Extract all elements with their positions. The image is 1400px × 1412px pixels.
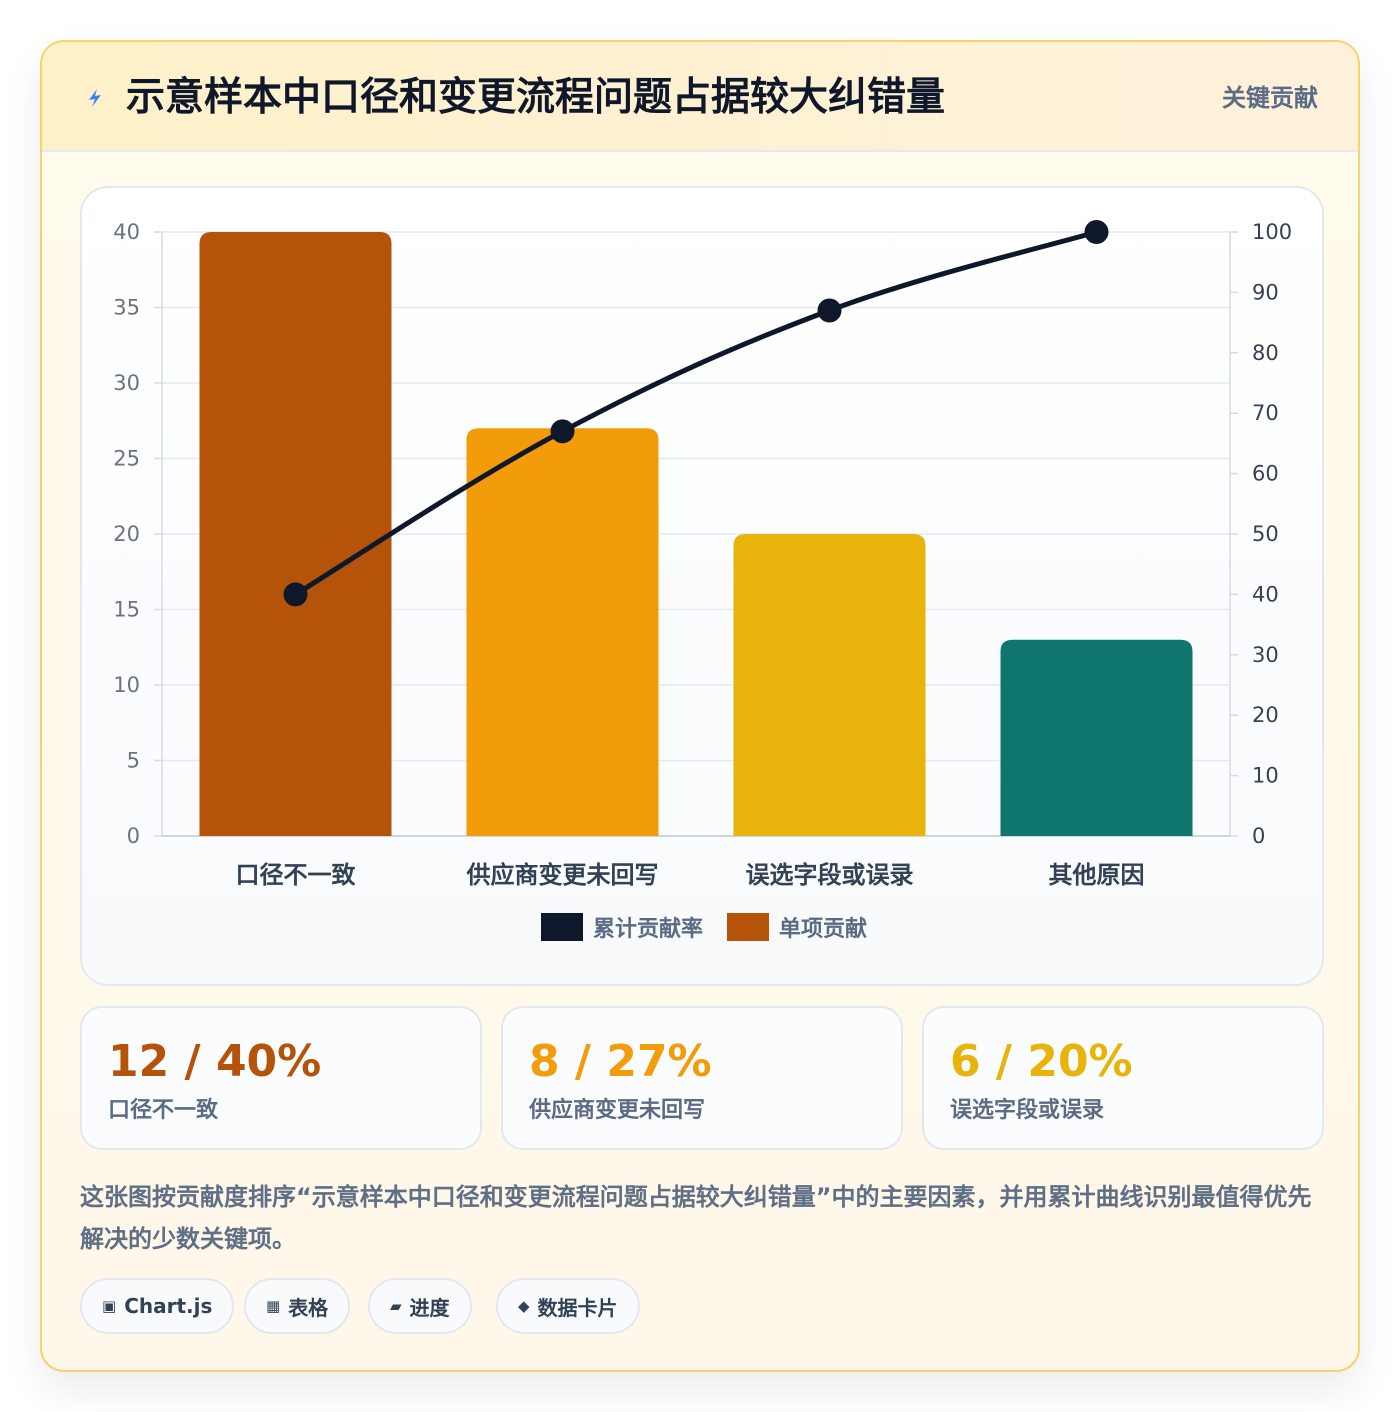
right-tick-label: 100 [1252, 220, 1292, 244]
legend-label: 单项贡献 [779, 916, 867, 942]
cumulative-point [283, 582, 308, 607]
cumulative-line [293, 229, 1099, 597]
header-tag: 关键贡献 [1222, 84, 1318, 112]
chip-label: Chart.js [124, 1294, 213, 1318]
left-tick-label: 40 [113, 220, 140, 244]
right-tick-label: 90 [1252, 280, 1279, 304]
cumulative-point [550, 419, 575, 444]
right-tick-label: 70 [1252, 401, 1279, 425]
pareto-chart: 0 5 10 15 20 25 30 35 40 0 10 20 30 40 50 60 70 80 90 100 口径… [113, 220, 1292, 942]
stat-label: 误选字段或误录 [950, 1098, 1105, 1123]
x-tick-label: 误选字段或误录 [746, 861, 914, 889]
stat-card-1: 12 / 40% 口径不一致 [80, 1006, 482, 1150]
legend-swatch [727, 913, 769, 941]
chart-icon: ▣ [102, 1297, 117, 1315]
right-tick-label: 20 [1252, 703, 1279, 727]
right-tick-label: 40 [1252, 582, 1279, 606]
chip-chartjs[interactable]: ▣ Chart.js [80, 1278, 235, 1334]
chip-progress[interactable]: ▰ 进度 [368, 1278, 472, 1334]
left-tick-label: 0 [127, 824, 140, 848]
right-tick-label: 0 [1252, 824, 1265, 848]
x-tick-label: 口径不一致 [236, 861, 357, 889]
stat-value: 8 / 27% [529, 1036, 712, 1087]
chart-panel: 0 5 10 15 20 25 30 35 40 0 10 20 30 40 50 60 70 80 90 100 口径… [80, 186, 1324, 986]
stat-card-2: 8 / 27% 供应商变更未回写 [501, 1006, 903, 1150]
x-tick-label: 供应商变更未回写 [466, 861, 659, 889]
right-tick-label: 80 [1252, 341, 1279, 365]
left-tick-label: 15 [113, 598, 140, 622]
legend-swatch [541, 913, 583, 941]
right-tick-label: 10 [1252, 764, 1279, 788]
chip-label: 数据卡片 [537, 1295, 618, 1320]
right-tick-label: 60 [1252, 462, 1279, 486]
bar [466, 428, 659, 836]
chart-title: 示意样本中口径和变更流程问题占据较大纠错量 [126, 75, 946, 120]
chart-card: 示意样本中口径和变更流程问题占据较大纠错量 关键贡献 0 5 10 15 20 25 30 3… [40, 40, 1360, 1372]
data-card-icon: ◆ [518, 1297, 530, 1315]
chart-description: 这张图按贡献度排序“示意样本中口径和变更流程问题占据较大纠错量”中的主要因素，并… [80, 1183, 1312, 1253]
card-header: 示意样本中口径和变更流程问题占据较大纠错量 关键贡献 [42, 42, 1358, 152]
x-tick-label: 其他原因 [1049, 861, 1145, 889]
right-tick-label: 50 [1252, 522, 1279, 546]
stat-value: 12 / 40% [108, 1036, 322, 1087]
right-tick-label: 30 [1252, 643, 1279, 667]
stat-label: 口径不一致 [108, 1098, 219, 1123]
left-tick-label: 25 [113, 447, 140, 471]
progress-icon: ▰ [390, 1297, 402, 1315]
stat-card-3: 6 / 20% 误选字段或误录 [922, 1006, 1324, 1150]
lightning-icon [89, 89, 101, 107]
chip-data-card[interactable]: ◆ 数据卡片 [496, 1278, 640, 1334]
bar [733, 534, 926, 836]
left-tick-label: 30 [113, 371, 140, 395]
cumulative-point [817, 298, 842, 323]
bar [1000, 639, 1193, 836]
left-tick-label: 5 [127, 749, 140, 773]
legend-label: 累计贡献率 [593, 916, 703, 942]
left-tick-label: 35 [113, 296, 140, 320]
left-tick-label: 10 [113, 673, 140, 697]
left-tick-label: 20 [113, 522, 140, 546]
table-icon: ▦ [266, 1297, 281, 1315]
stat-value: 6 / 20% [950, 1036, 1133, 1087]
chip-label: 进度 [409, 1295, 450, 1320]
chip-label: 表格 [288, 1295, 329, 1320]
cumulative-point [1084, 220, 1109, 244]
chip-table[interactable]: ▦ 表格 [244, 1278, 351, 1334]
bar [199, 232, 392, 836]
stat-label: 供应商变更未回写 [529, 1098, 706, 1123]
